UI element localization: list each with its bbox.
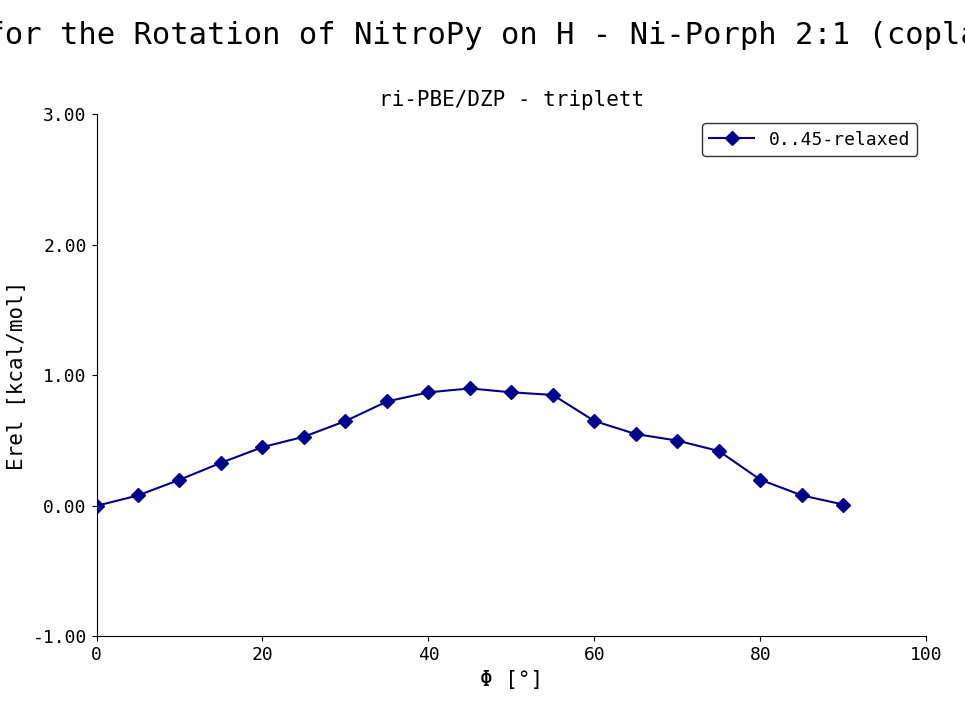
0..45-relaxed — [174, 475, 185, 484]
X-axis label: Φ [°]: Φ [°] — [480, 670, 543, 690]
0..45-relaxed — [381, 397, 393, 405]
0..45-relaxed — [796, 491, 808, 500]
Y-axis label: Erel [kcal/mol]: Erel [kcal/mol] — [7, 281, 27, 470]
0..45-relaxed — [215, 458, 227, 467]
0..45-relaxed — [298, 433, 310, 441]
0..45-relaxed — [132, 491, 144, 500]
0..45-relaxed — [340, 417, 351, 425]
0..45-relaxed — [423, 388, 434, 397]
0..45-relaxed — [464, 384, 476, 393]
0..45-relaxed — [630, 430, 642, 438]
0..45-relaxed — [506, 388, 517, 397]
0..45-relaxed — [91, 502, 102, 511]
0..45-relaxed — [589, 417, 600, 425]
0..45-relaxed — [257, 443, 268, 451]
Text: PES for the Rotation of NitroPy on H - Ni-Porph 2:1 (coplanar): PES for the Rotation of NitroPy on H - N… — [0, 21, 965, 51]
Title: ri-PBE/DZP - triplett: ri-PBE/DZP - triplett — [379, 90, 644, 110]
0..45-relaxed — [838, 500, 849, 509]
0..45-relaxed — [713, 447, 725, 455]
0..45-relaxed — [672, 436, 683, 445]
Legend: 0..45-relaxed: 0..45-relaxed — [702, 124, 918, 156]
Line: 0..45-relaxed: 0..45-relaxed — [92, 383, 848, 511]
0..45-relaxed — [547, 390, 559, 399]
0..45-relaxed — [755, 475, 766, 484]
